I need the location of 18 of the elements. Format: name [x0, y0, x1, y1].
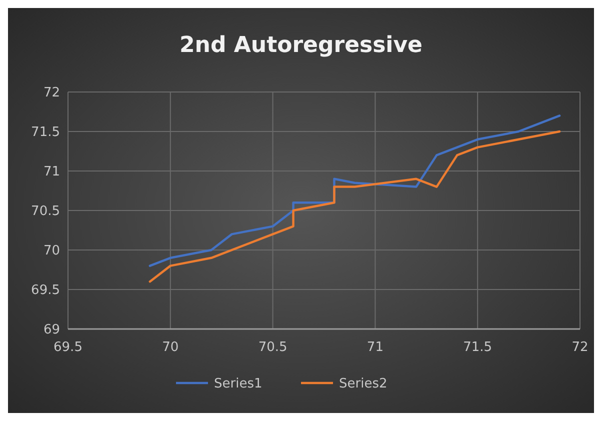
x-tick-label: 70.5 — [258, 340, 288, 355]
y-tick-label: 70 — [43, 244, 60, 259]
y-tick-label: 69 — [43, 322, 60, 338]
line-series — [148, 130, 561, 283]
y-tick-label: 70.5 — [31, 204, 60, 220]
x-tick-label: 71 — [366, 340, 384, 355]
y-tick-label: 71.5 — [31, 125, 60, 140]
y-tick-label: 69.5 — [31, 283, 60, 298]
legend-label: Series2 — [339, 376, 388, 392]
x-tick-label: 72 — [572, 340, 588, 355]
y-tick-label: 72 — [43, 86, 60, 101]
x-tick-label: 70 — [162, 340, 179, 355]
chart-title: 2nd Autoregressive — [180, 33, 422, 58]
line-series — [148, 114, 561, 267]
x-tick-label: 71.5 — [463, 340, 492, 355]
legend-label: Series1 — [214, 376, 262, 392]
x-tick-label: 69.5 — [54, 340, 82, 355]
y-tick-label: 71 — [43, 164, 60, 180]
